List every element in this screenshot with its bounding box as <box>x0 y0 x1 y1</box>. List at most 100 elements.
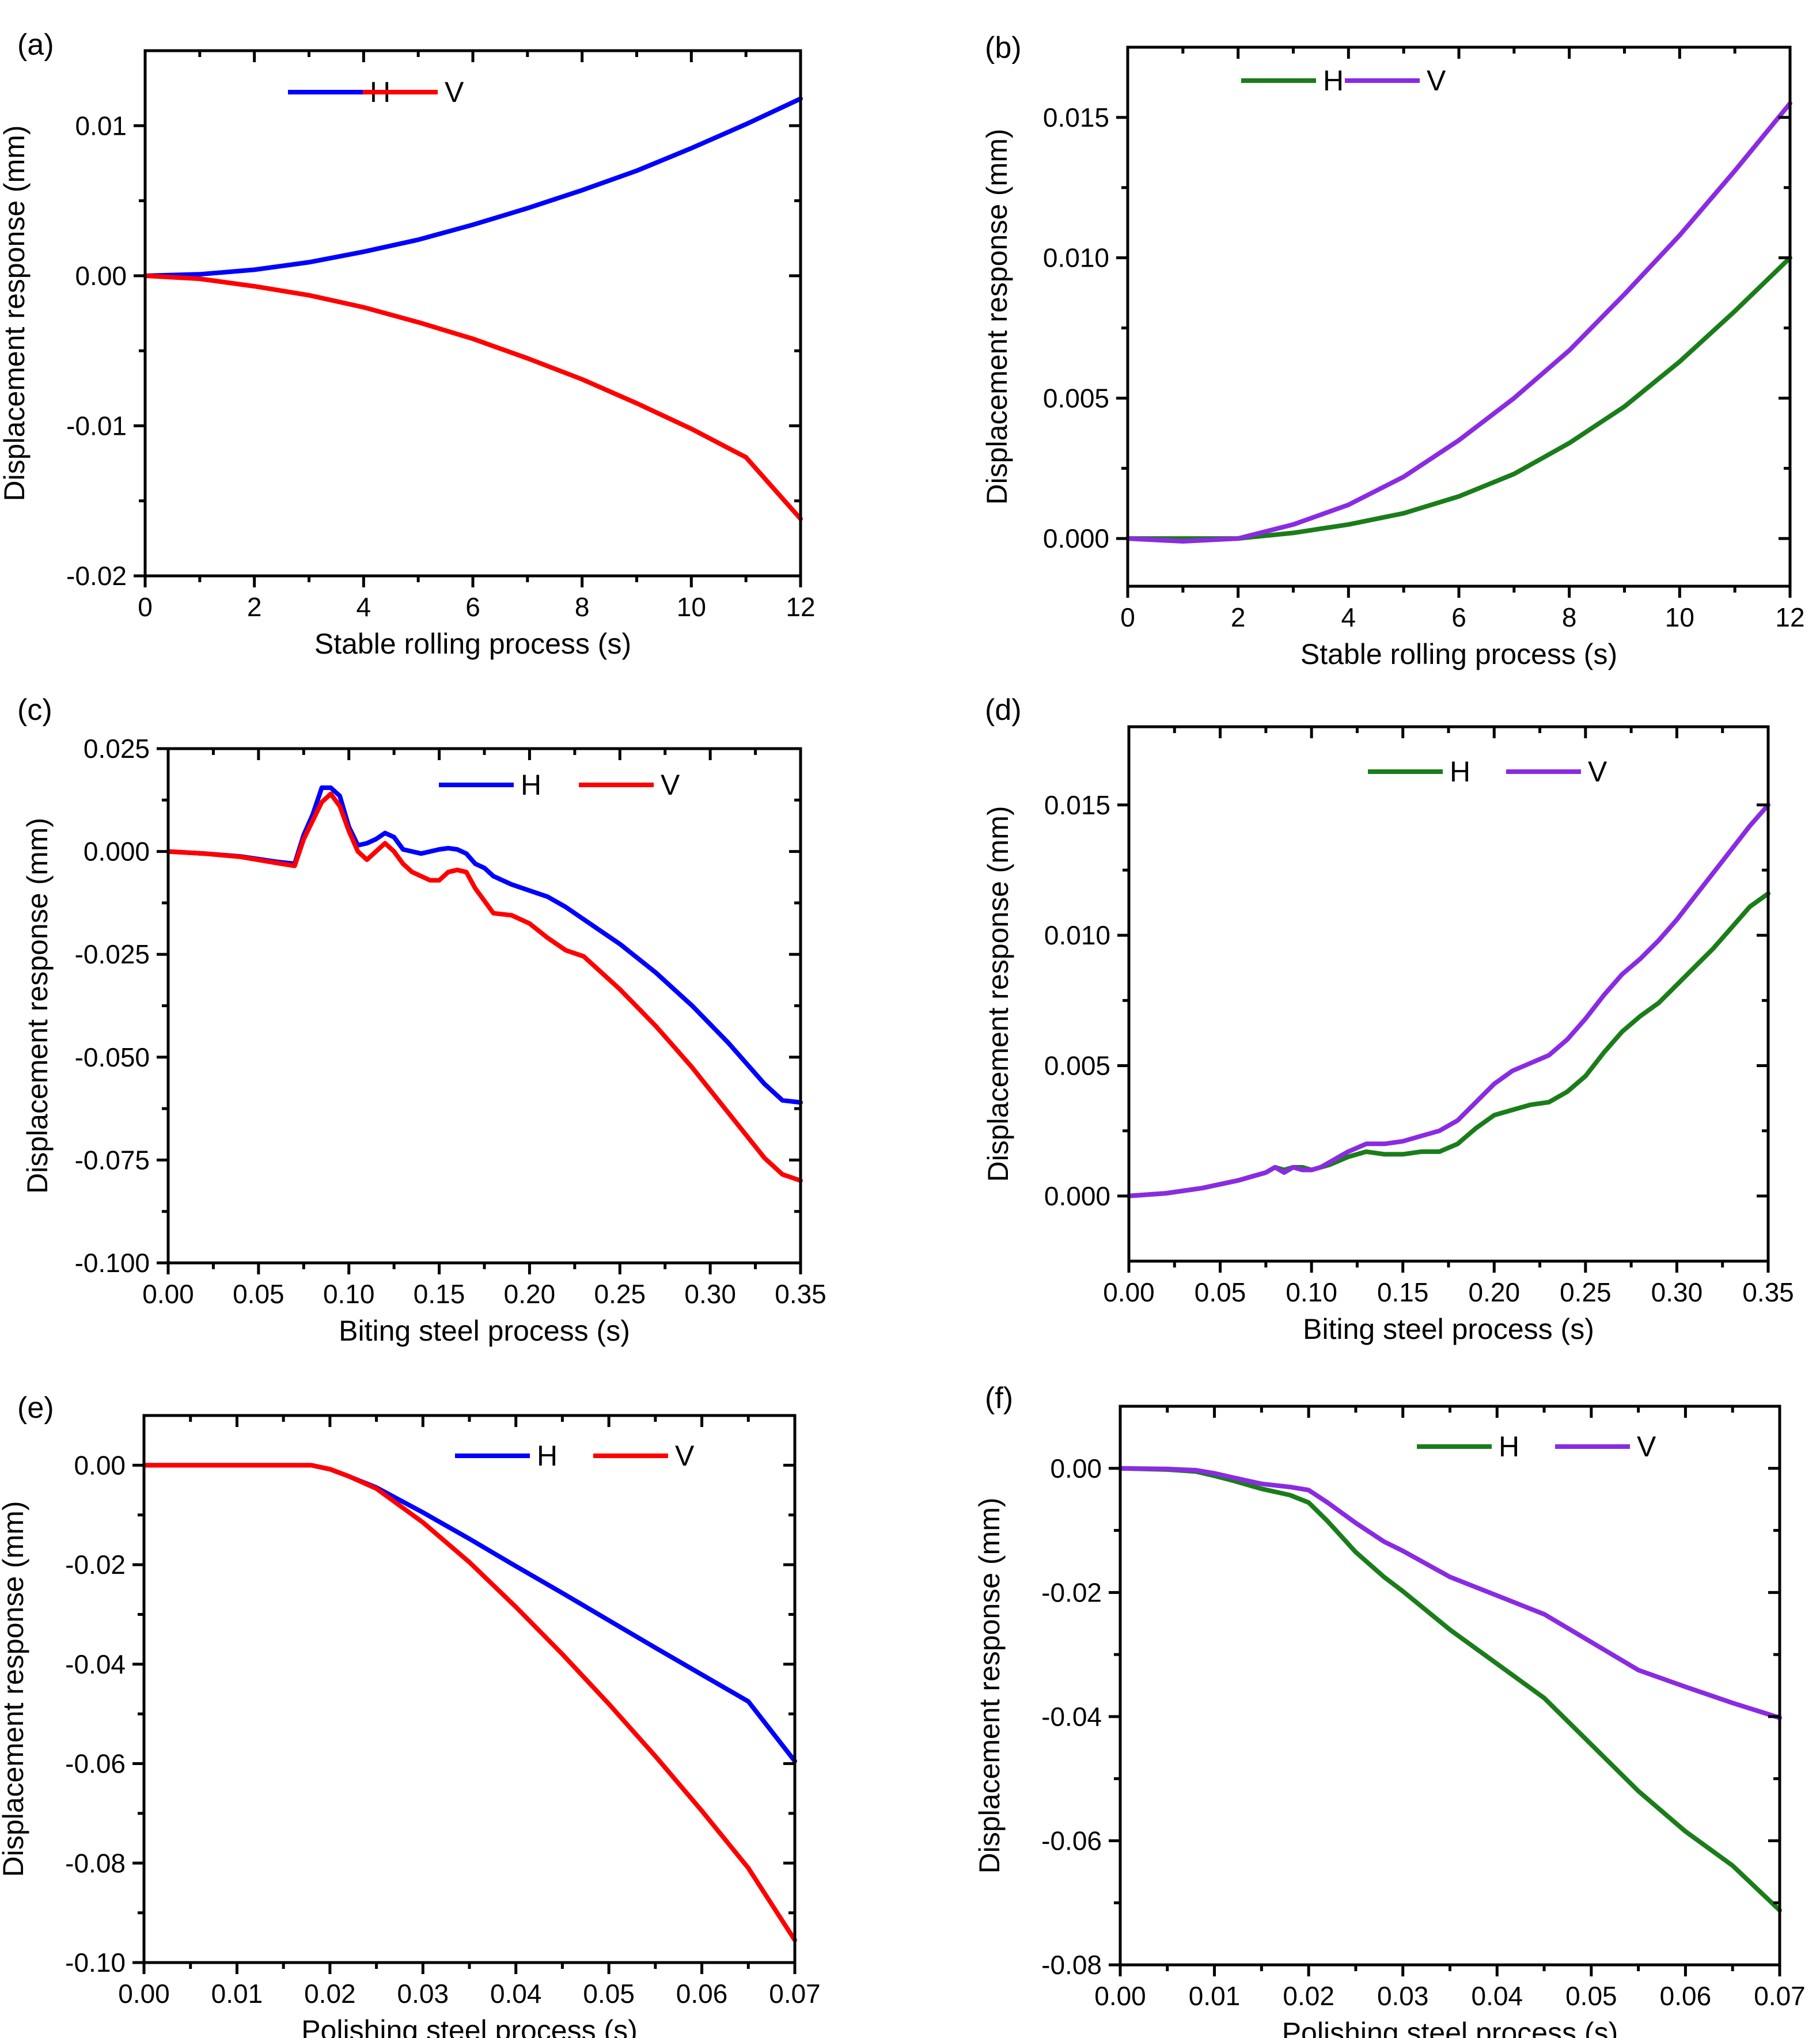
x-tick-label: 0.03 <box>1377 1981 1429 2011</box>
legend-label-v: V <box>1637 1430 1656 1463</box>
y-tick-label: -0.06 <box>1041 1826 1102 1855</box>
x-tick-label: 0.20 <box>1469 1277 1521 1307</box>
x-tick-label: 0.30 <box>1651 1277 1703 1307</box>
series-line-v <box>1127 802 1770 1198</box>
series-line-h <box>143 96 803 278</box>
x-axis-label: Biting steel process (s) <box>1303 1313 1594 1345</box>
y-tick-label: -0.075 <box>75 1145 150 1175</box>
x-tick-label: 12 <box>1775 602 1804 632</box>
panel-label: (a) <box>17 28 54 62</box>
y-tick-label: 0.015 <box>1044 790 1110 820</box>
panel-label: (b) <box>985 31 1022 64</box>
x-tick-label: 8 <box>575 592 590 622</box>
y-tick-label: 0.01 <box>75 111 127 141</box>
y-tick-label: 0.000 <box>1043 523 1109 553</box>
series-line-h <box>1125 255 1792 541</box>
legend-label-h: H <box>1450 756 1470 788</box>
series-line-h <box>1127 891 1770 1198</box>
y-tick-label: 0.010 <box>1044 920 1110 950</box>
y-axis-label: Displacement response (mm) <box>973 1498 1006 1874</box>
series-line-h <box>142 1463 797 1764</box>
x-tick-label: 0.02 <box>1283 1981 1334 2011</box>
y-tick-label: -0.04 <box>1041 1702 1102 1732</box>
x-tick-label: 0.05 <box>583 1979 635 2009</box>
x-tick-label: 2 <box>1231 602 1246 632</box>
series-line-v <box>166 791 803 1183</box>
x-tick-label: 0.35 <box>1742 1277 1794 1307</box>
y-tick-label: 0.005 <box>1044 1050 1110 1080</box>
x-tick-label: 0.00 <box>1094 1981 1146 2011</box>
x-tick-label: 0.03 <box>397 1979 449 2009</box>
panel-label: (c) <box>17 693 52 727</box>
x-tick-label: 4 <box>1341 602 1356 632</box>
series-line-v <box>1118 1466 1782 1720</box>
plot-frame <box>143 49 802 578</box>
y-axis-label: Displacement response (mm) <box>0 1501 29 1877</box>
legend-label-h: H <box>1323 64 1344 97</box>
y-axis-label: Displacement response (mm) <box>0 126 31 502</box>
y-tick-label: -0.06 <box>65 1749 126 1779</box>
x-tick-label: 0.15 <box>414 1279 465 1309</box>
series-line-v <box>143 273 803 521</box>
x-axis-label: Stable rolling process (s) <box>314 628 631 660</box>
y-tick-label: 0.000 <box>84 837 150 867</box>
legend-label-v: V <box>445 76 464 108</box>
x-tick-label: 0.35 <box>775 1279 826 1309</box>
x-tick-label: 0.04 <box>490 1979 542 2009</box>
y-axis-label: Displacement response (mm) <box>982 806 1014 1182</box>
x-tick-label: 0.10 <box>323 1279 375 1309</box>
x-tick-label: 0.01 <box>211 1979 263 2009</box>
x-tick-label: 4 <box>357 592 371 622</box>
legend-label-v: V <box>661 769 680 801</box>
x-axis-label: Polishing steel process (s) <box>1282 2017 1618 2038</box>
x-tick-label: 0 <box>138 592 153 622</box>
x-tick-label: 0.01 <box>1189 1981 1241 2011</box>
x-tick-label: 0.07 <box>1754 1981 1806 2011</box>
panel-label: (d) <box>985 693 1022 727</box>
x-tick-label: 10 <box>677 592 706 622</box>
y-tick-label: -0.08 <box>1041 1950 1102 1980</box>
panel-d: (d) 0.00 0.05 0.10 0.15 0.20 0.25 0.30 0.35 0.000… <box>982 693 1794 1345</box>
x-axis-label: Polishing steel process (s) <box>301 2014 638 2038</box>
y-tick-label: -0.01 <box>66 411 127 441</box>
series-line-h <box>166 785 803 1105</box>
legend-label-h: H <box>537 1440 558 1472</box>
y-tick-label: 0.00 <box>75 261 127 291</box>
y-tick-label: -0.04 <box>65 1649 126 1679</box>
y-tick-label: 0.00 <box>1050 1453 1102 1483</box>
x-tick-label: 0.02 <box>304 1979 356 2009</box>
x-tick-label: 0.20 <box>504 1279 556 1309</box>
x-tick-label: 0.10 <box>1286 1277 1337 1307</box>
x-tick-label: 0.05 <box>1195 1277 1246 1307</box>
legend-label-h: H <box>521 769 541 801</box>
x-tick-label: 0.25 <box>1560 1277 1612 1307</box>
panel-c: (c) 0.00 0.05 0.10 0.15 0.20 0.25 0.30 0.35 -0.10… <box>17 693 826 1347</box>
legend-label-h: H <box>1499 1430 1519 1463</box>
x-tick-label: 0.30 <box>684 1279 736 1309</box>
y-tick-label: 0.005 <box>1043 383 1109 413</box>
x-tick-label: 12 <box>786 592 815 622</box>
y-tick-label: -0.100 <box>75 1248 150 1278</box>
x-tick-label: 0.05 <box>233 1279 285 1309</box>
y-tick-label: 0.010 <box>1043 243 1109 273</box>
x-tick-label: 0.04 <box>1472 1981 1523 2011</box>
x-axis-label: Biting steel process (s) <box>339 1315 630 1347</box>
y-tick-label: -0.02 <box>65 1550 126 1580</box>
x-tick-label: 0.07 <box>769 1979 821 2009</box>
x-tick-label: 0.25 <box>594 1279 646 1309</box>
x-tick-label: 0.15 <box>1377 1277 1429 1307</box>
y-tick-label: -0.02 <box>66 561 127 591</box>
x-tick-label: 0.00 <box>142 1279 194 1309</box>
series-line-v <box>142 1463 797 1943</box>
y-tick-label: -0.025 <box>75 939 150 969</box>
legend-label-v: V <box>1588 756 1607 788</box>
y-tick-label: 0.025 <box>84 734 150 764</box>
y-tick-label: -0.050 <box>75 1042 150 1072</box>
y-axis-label: Displacement response (mm) <box>981 129 1013 505</box>
y-tick-label: 0.00 <box>74 1450 126 1480</box>
x-tick-label: 6 <box>1451 602 1466 632</box>
